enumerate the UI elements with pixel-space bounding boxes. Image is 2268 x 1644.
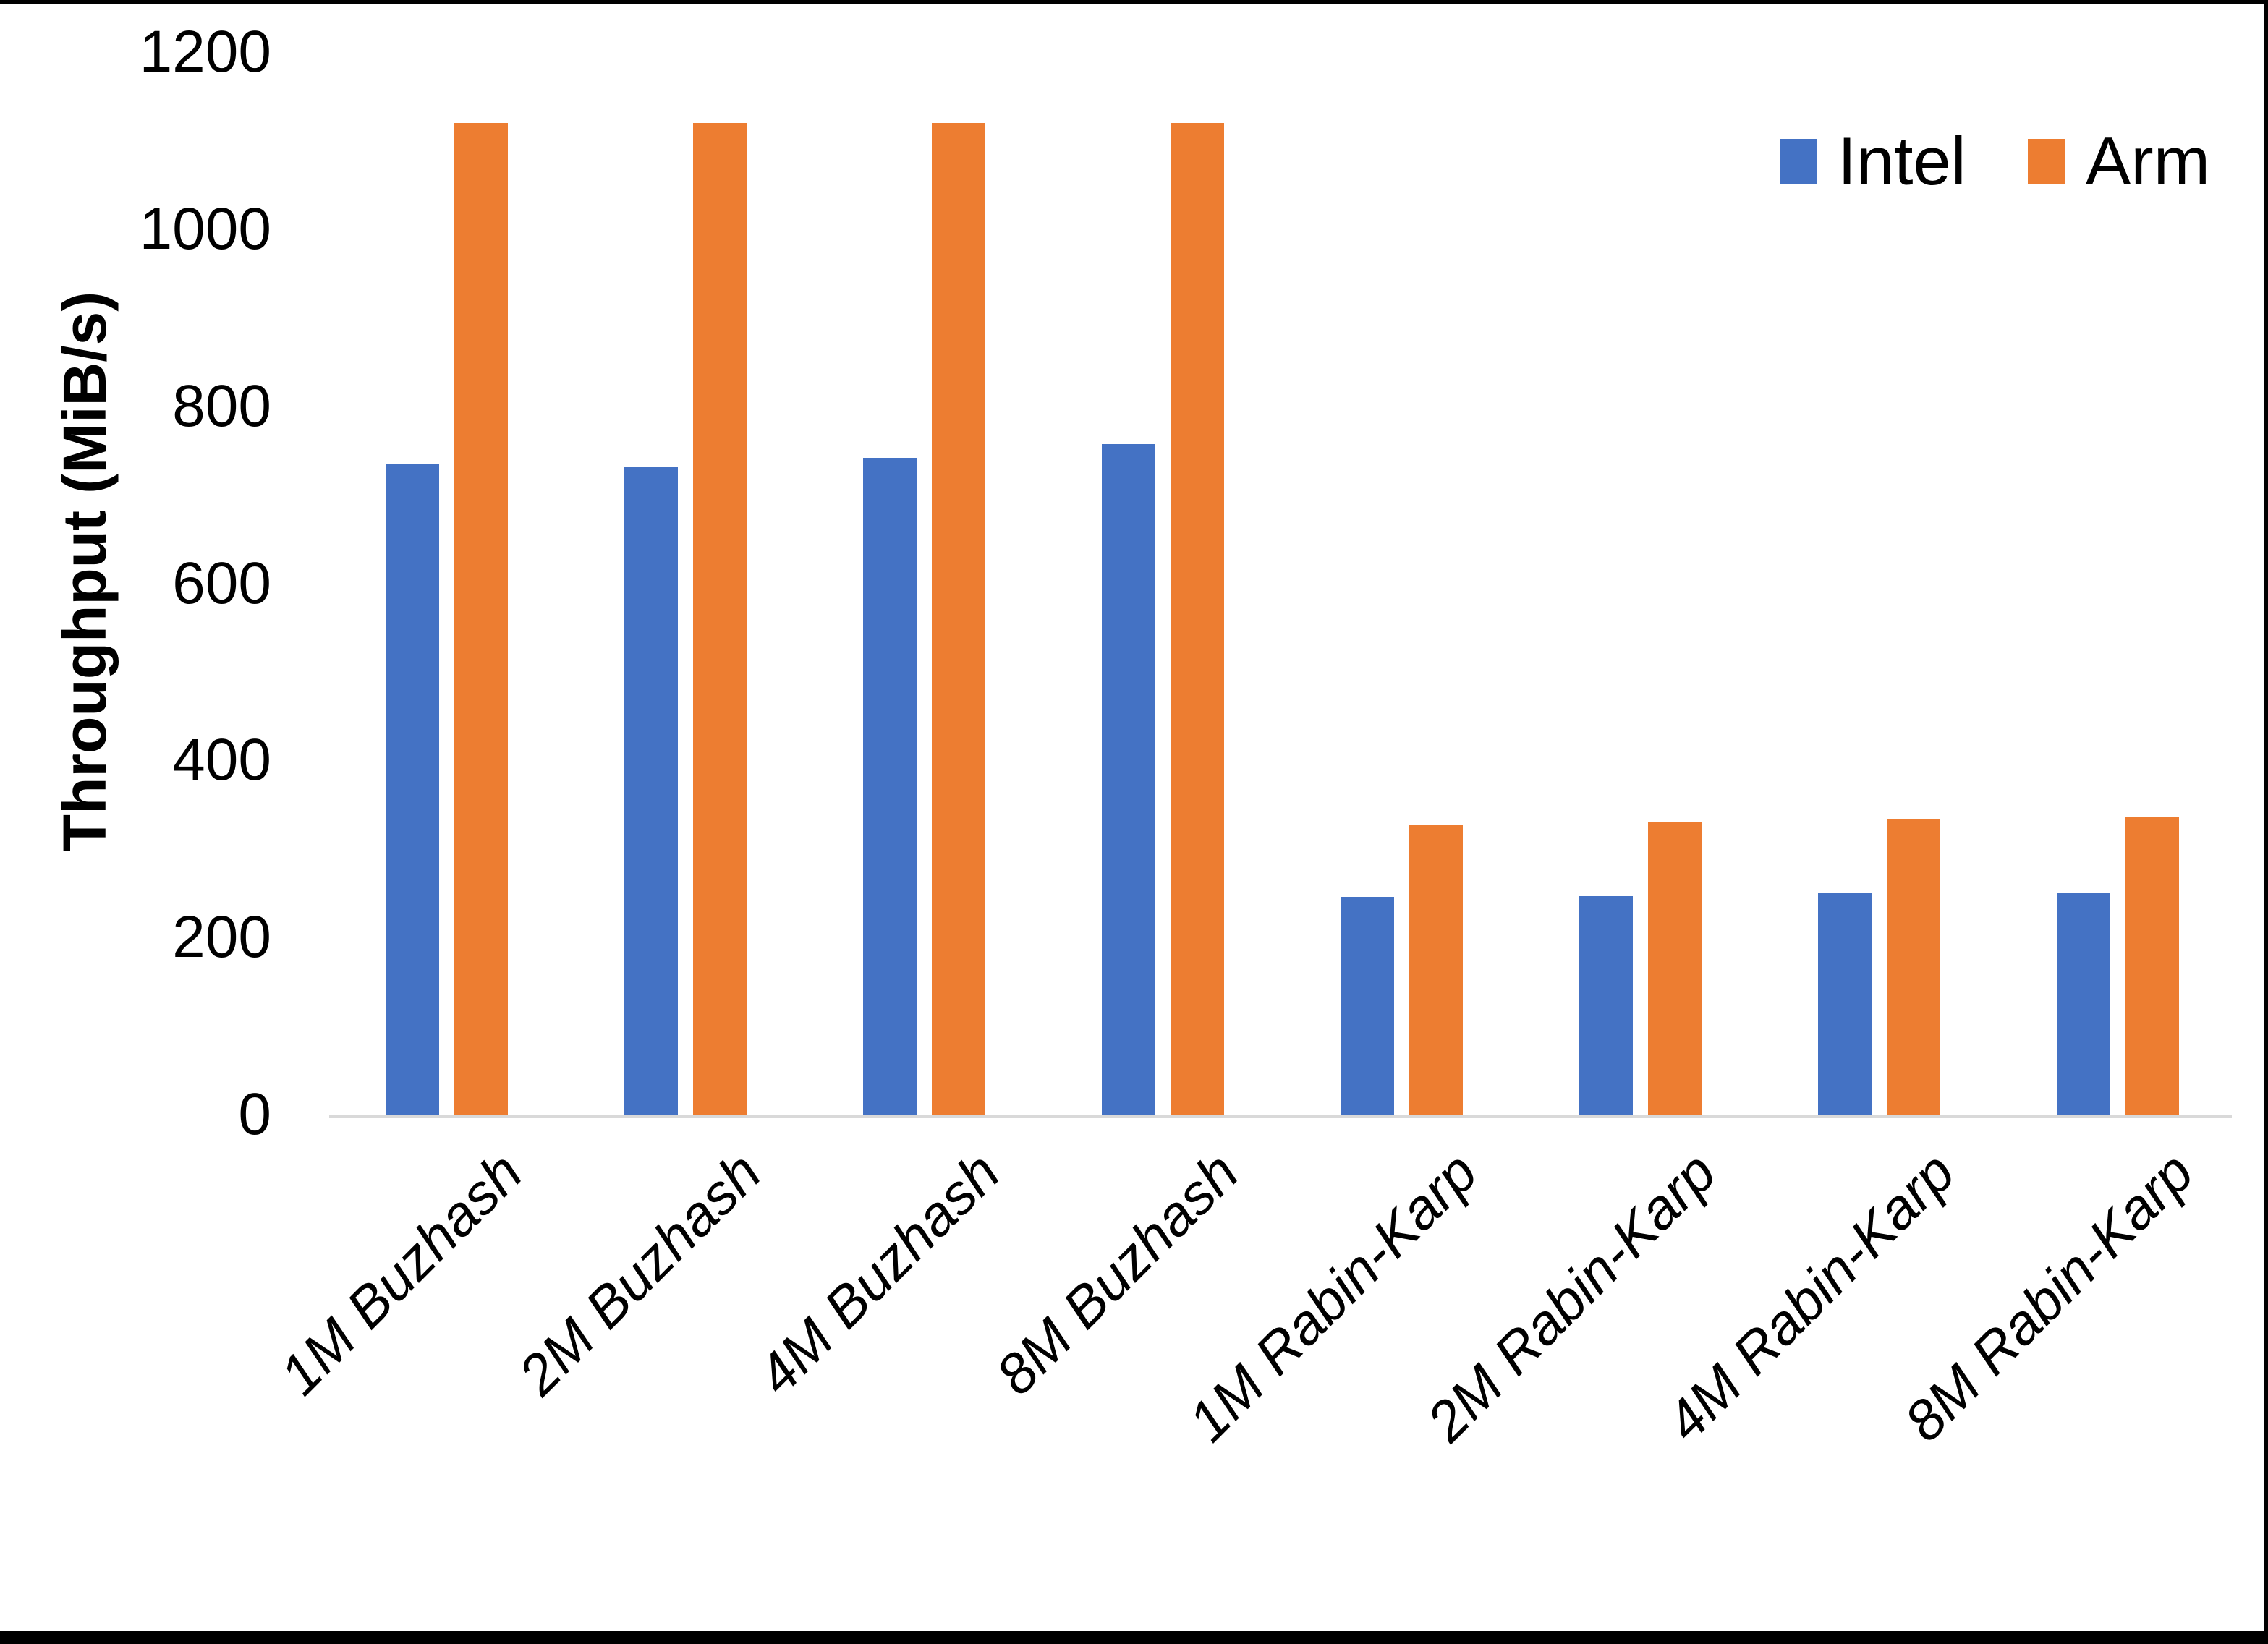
bar-arm-4m-rabin-karp: [1887, 819, 1940, 1115]
legend-item-intel: Intel: [1780, 122, 1966, 201]
y-tick-label: 800: [172, 372, 271, 439]
y-tick-label: 1200: [139, 19, 271, 85]
legend-label-intel: Intel: [1838, 123, 1966, 199]
bar-arm-2m-rabin-karp: [1648, 822, 1702, 1115]
y-tick-label: 200: [172, 904, 271, 971]
legend-item-arm: Arm: [2027, 122, 2210, 201]
bar-arm-1m-buzhash: [454, 122, 508, 1115]
bar-intel-1m-buzhash: [386, 464, 439, 1115]
x-category-label: 1M Buzhash: [267, 1140, 535, 1407]
bar-arm-8m-rabin-karp: [2125, 817, 2179, 1115]
bar-intel-1m-rabin-karp: [1341, 896, 1394, 1115]
x-category-label: 2M Buzhash: [506, 1140, 773, 1407]
bottom-border-line: [0, 1631, 2268, 1644]
bar-arm-4m-buzhash: [932, 122, 985, 1115]
x-category-label: 8M Rabin-Karp: [1892, 1140, 2206, 1454]
bar-arm-8m-buzhash: [1171, 122, 1224, 1115]
x-axis-line: [329, 1115, 2232, 1118]
x-category-label: 4M Rabin-Karp: [1653, 1140, 1967, 1454]
arm-series-swatch-icon: [2027, 139, 2065, 184]
bar-arm-1m-rabin-karp: [1409, 825, 1463, 1115]
y-tick-label: 400: [172, 727, 271, 793]
x-category-label: 8M Buzhash: [983, 1140, 1251, 1407]
bar-intel-2m-rabin-karp: [1579, 895, 1633, 1115]
legend-label-arm: Arm: [2085, 123, 2210, 199]
bar-arm-2m-buzhash: [693, 122, 747, 1115]
y-tick-label: 0: [238, 1081, 271, 1147]
legend: Intel Arm: [1780, 122, 2210, 201]
intel-series-swatch-icon: [1780, 139, 1817, 184]
bar-intel-8m-buzhash: [1102, 444, 1155, 1115]
y-tick-label: 1000: [139, 195, 271, 262]
bar-intel-8m-rabin-karp: [2057, 892, 2110, 1115]
y-tick-label: 600: [172, 550, 271, 616]
top-border-line: [0, 0, 2268, 4]
bar-intel-4m-rabin-karp: [1818, 893, 1872, 1115]
right-border-line: [2264, 0, 2268, 1644]
x-category-label: 2M Rabin-Karp: [1414, 1140, 1728, 1454]
x-category-label: 1M Rabin-Karp: [1176, 1140, 1490, 1454]
bar-intel-2m-buzhash: [624, 466, 678, 1115]
bar-intel-4m-buzhash: [863, 457, 917, 1115]
x-category-label: 4M Buzhash: [744, 1140, 1012, 1407]
